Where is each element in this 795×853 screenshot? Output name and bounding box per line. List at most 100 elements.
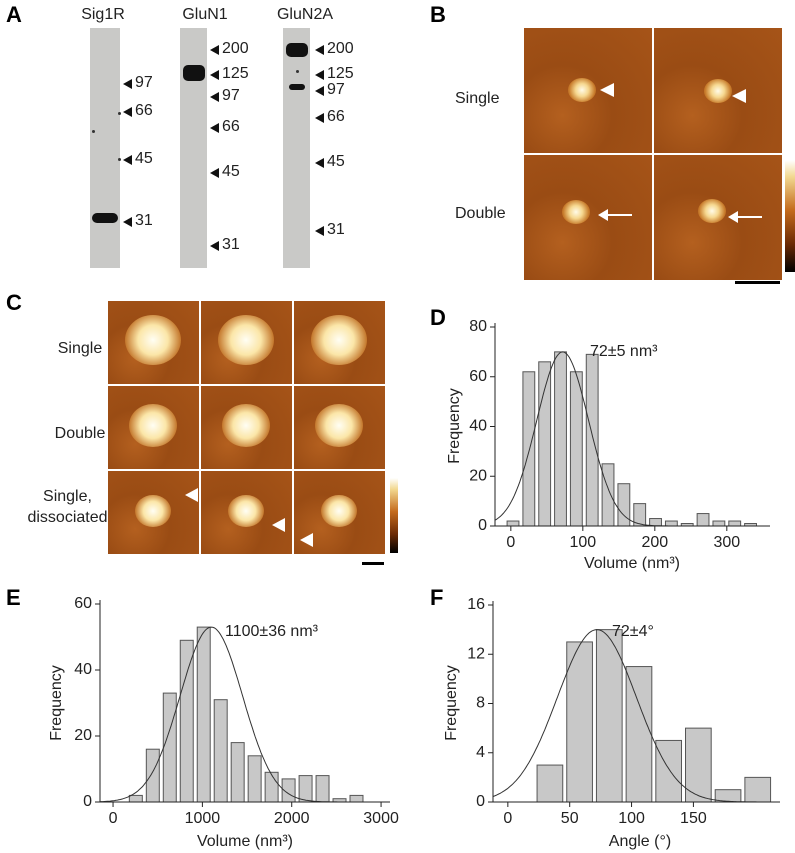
panel-letter: B [430,2,446,27]
blot-strip [283,28,310,268]
bar [538,361,552,527]
x-axis-label: Angle (°) [609,833,671,850]
bar [145,748,160,803]
bar [685,727,712,803]
bar [230,742,245,803]
speck [296,70,299,73]
bar [712,520,726,527]
afm-particle [704,79,732,103]
marker-label: 125 [327,65,354,82]
y-tick-label: 60 [469,368,487,385]
x-tick-label: 300 [713,534,740,551]
bar [617,483,631,527]
arrow-shaft [736,216,762,218]
arrowhead [123,79,132,89]
lane-label: Sig1R [81,6,125,23]
y-tick-label: 40 [74,661,92,678]
y-tick-label: 60 [74,595,92,612]
arrowhead [315,113,324,123]
arrowhead [315,158,324,168]
x-tick-label: 50 [561,810,579,827]
arrowhead [210,241,219,251]
bar [522,371,536,527]
x-tick-label: 3000 [363,810,399,827]
arrowhead [600,83,614,97]
scale-bar [735,281,780,284]
afm-particle [129,404,177,448]
y-tick-label: 16 [467,596,485,613]
annotation: 1100±36 nm³ [225,623,319,640]
marker-label: 31 [135,212,153,229]
arrowhead [210,45,219,55]
bar [728,520,742,527]
blot-strip [180,28,207,268]
row-label: Single [455,90,500,107]
bar [506,520,520,527]
annotation: 72±4° [612,623,654,640]
afm-particle [228,495,264,528]
arrowhead [315,70,324,80]
band [288,84,305,90]
bar [536,764,564,803]
speck [92,130,95,133]
y-tick-label: 40 [469,418,487,435]
afm-particle [311,315,367,366]
afm-particle [135,495,171,528]
y-tick-label: 4 [476,744,485,761]
panel-letter: F [430,585,444,610]
bar [213,699,228,803]
arrowhead [185,488,198,502]
x-tick-label: 100 [618,810,645,827]
bar [585,353,599,527]
arrowhead [210,92,219,102]
panel-letter: C [6,290,22,315]
marker-label: 66 [135,102,153,119]
bar [664,520,678,527]
arrowhead [210,70,219,80]
arrowhead [272,518,285,532]
y-tick-label: 0 [476,793,485,810]
bar [655,739,683,803]
marker-label: 125 [222,65,249,82]
blot-strip [90,28,120,268]
afm-particle [218,315,274,366]
afm-particle [125,315,181,366]
arrowhead [123,217,132,227]
row-label: Single, dissociated [27,488,108,526]
x-tick-label: 0 [503,810,512,827]
marker-label: 45 [135,150,153,167]
bar [196,626,211,803]
marker-label: 200 [327,40,354,57]
bar [298,775,313,803]
bar [554,351,567,527]
colorbar [390,478,398,553]
arrowhead [315,45,324,55]
arrowhead [315,226,324,236]
arrowhead [300,533,313,547]
bar [128,794,143,803]
bar [264,771,279,803]
arrow-shaft [606,214,632,216]
x-tick-label: 2000 [274,810,310,827]
bar [179,639,194,803]
y-tick-label: 20 [469,467,487,484]
marker-label: 31 [327,221,345,238]
bar [349,794,364,803]
bar [595,629,623,803]
speck [118,158,121,161]
x-axis-label: Volume (nm³) [197,833,293,850]
x-tick-label: 200 [641,534,668,551]
afm-particle [568,78,596,102]
bar [566,641,593,803]
colorbar [785,160,795,272]
arrowhead [732,89,746,103]
arrow-head [598,209,608,221]
lane-label: GluN1 [182,6,228,23]
marker-label: 97 [327,81,345,98]
y-tick-label: 8 [476,695,485,712]
arrowhead [210,123,219,133]
annotation: 72±5 nm³ [590,343,658,360]
marker-label: 97 [222,87,240,104]
x-tick-label: 0 [506,534,515,551]
